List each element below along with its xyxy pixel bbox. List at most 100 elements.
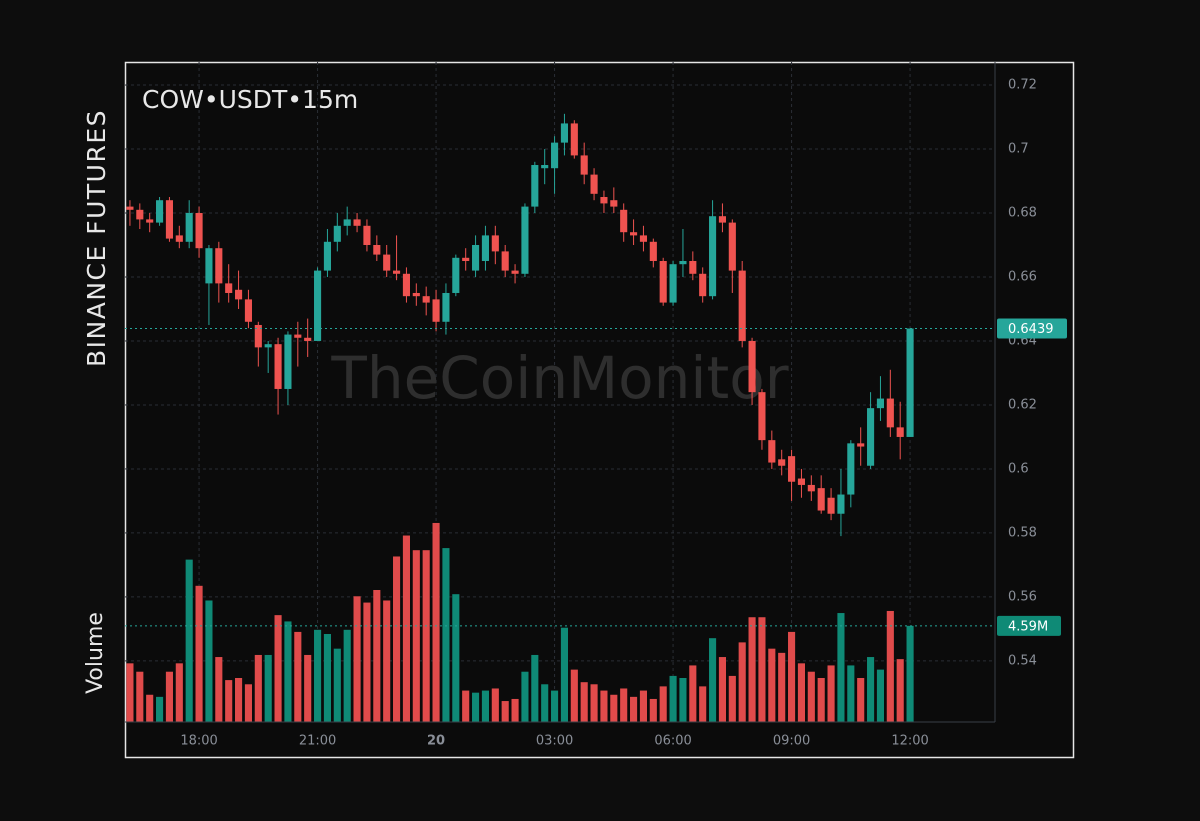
candle-body (659, 260, 667, 303)
candle-body (817, 488, 825, 511)
volume-bar (699, 686, 707, 722)
candle-body (876, 398, 885, 409)
candle-body (560, 123, 568, 143)
candle-body (304, 337, 312, 341)
candle-body (699, 273, 707, 297)
candle-body (600, 197, 608, 204)
candle-body (758, 392, 766, 441)
watermark: TheCoinMonitor (330, 344, 788, 412)
candle-body (639, 235, 647, 242)
candle-body (235, 289, 243, 300)
exchange-label: BINANCE FUTURES (82, 109, 111, 367)
volume-bar (876, 669, 885, 722)
volume-bar (669, 675, 677, 722)
volume-bar (165, 671, 173, 722)
candle-body (294, 334, 302, 338)
candle-body (689, 260, 697, 274)
candle-body (146, 219, 154, 223)
last-volume-box (997, 615, 1061, 636)
candle-body (412, 292, 420, 297)
candle-body (649, 241, 657, 261)
volume-bar (314, 629, 322, 722)
volume-bar (491, 688, 499, 722)
volume-bar (373, 590, 381, 722)
y-tick-label: 0.72 (1008, 78, 1037, 93)
volume-bar (778, 652, 786, 722)
candle-body (432, 299, 440, 322)
volume-bar (452, 594, 460, 722)
volume-bar (432, 522, 440, 722)
candle-body (323, 241, 331, 271)
candle-body (442, 292, 450, 322)
candle-body (225, 283, 233, 293)
candle-body (768, 440, 776, 463)
y-tick-label: 0.56 (1008, 589, 1037, 604)
candle-body (393, 270, 401, 274)
volume-bar (797, 663, 806, 722)
candle-body (284, 334, 292, 389)
volume-bar (244, 684, 252, 722)
candle-body (373, 244, 381, 255)
volume-bar (363, 602, 371, 722)
candle-body (857, 443, 865, 447)
x-tick-label: 09:00 (773, 734, 810, 749)
candle-body (195, 213, 203, 249)
candle-body (531, 165, 539, 207)
candle-body (383, 254, 391, 271)
volume-bar (383, 600, 391, 722)
volume-bar (442, 548, 450, 722)
y-tick-label: 0.6 (1008, 461, 1029, 476)
candle-body (521, 206, 529, 274)
candle-body (185, 213, 193, 242)
candle-body (156, 200, 164, 223)
candle-body (244, 299, 252, 322)
volume-bar (600, 690, 608, 722)
candle-body (205, 248, 213, 284)
volume-bar (274, 615, 282, 722)
candle-body (906, 328, 914, 437)
volume-bar (807, 671, 815, 722)
volume-bar (343, 629, 351, 722)
candle-body (797, 478, 806, 485)
volume-bar (758, 617, 766, 722)
last-volume-label: 4.59M (1008, 619, 1048, 634)
volume-bar (136, 671, 144, 722)
volume-bar (857, 678, 865, 722)
candle-body (126, 206, 134, 210)
candle-body (896, 427, 904, 437)
candle-body (501, 251, 509, 271)
y-tick-label: 0.54 (1008, 653, 1037, 668)
candle-body (254, 324, 262, 348)
x-tick-label: 06:00 (654, 734, 691, 749)
y-tick-label: 0.7 (1008, 142, 1029, 157)
volume-bar (185, 559, 193, 722)
candle-body (807, 484, 815, 492)
y-tick-label: 0.68 (1008, 206, 1037, 221)
candle-body (481, 235, 489, 261)
candle-body (175, 235, 183, 242)
volume-bar (768, 648, 776, 722)
volume-bar (817, 678, 825, 722)
x-tick-label: 18:00 (180, 734, 217, 749)
volume-bar (472, 692, 480, 722)
volume-bar (620, 688, 628, 722)
volume-bar (146, 694, 154, 722)
volume-bar (304, 654, 312, 722)
volume-bar (679, 678, 687, 722)
marks (126, 113, 914, 722)
volume-bar (126, 663, 134, 722)
volume-bar (541, 684, 549, 722)
candle-body (343, 219, 351, 226)
volume-bar (867, 657, 875, 722)
candle-body (363, 225, 371, 245)
volume-bar (590, 684, 598, 722)
volume-bar (156, 696, 164, 722)
candle-body (264, 344, 272, 348)
candle-body (314, 270, 322, 341)
volume-bar (551, 690, 559, 722)
candle-body (728, 222, 736, 271)
candle-body (215, 248, 223, 284)
volume-bar (353, 596, 361, 722)
candle-body (136, 209, 144, 220)
